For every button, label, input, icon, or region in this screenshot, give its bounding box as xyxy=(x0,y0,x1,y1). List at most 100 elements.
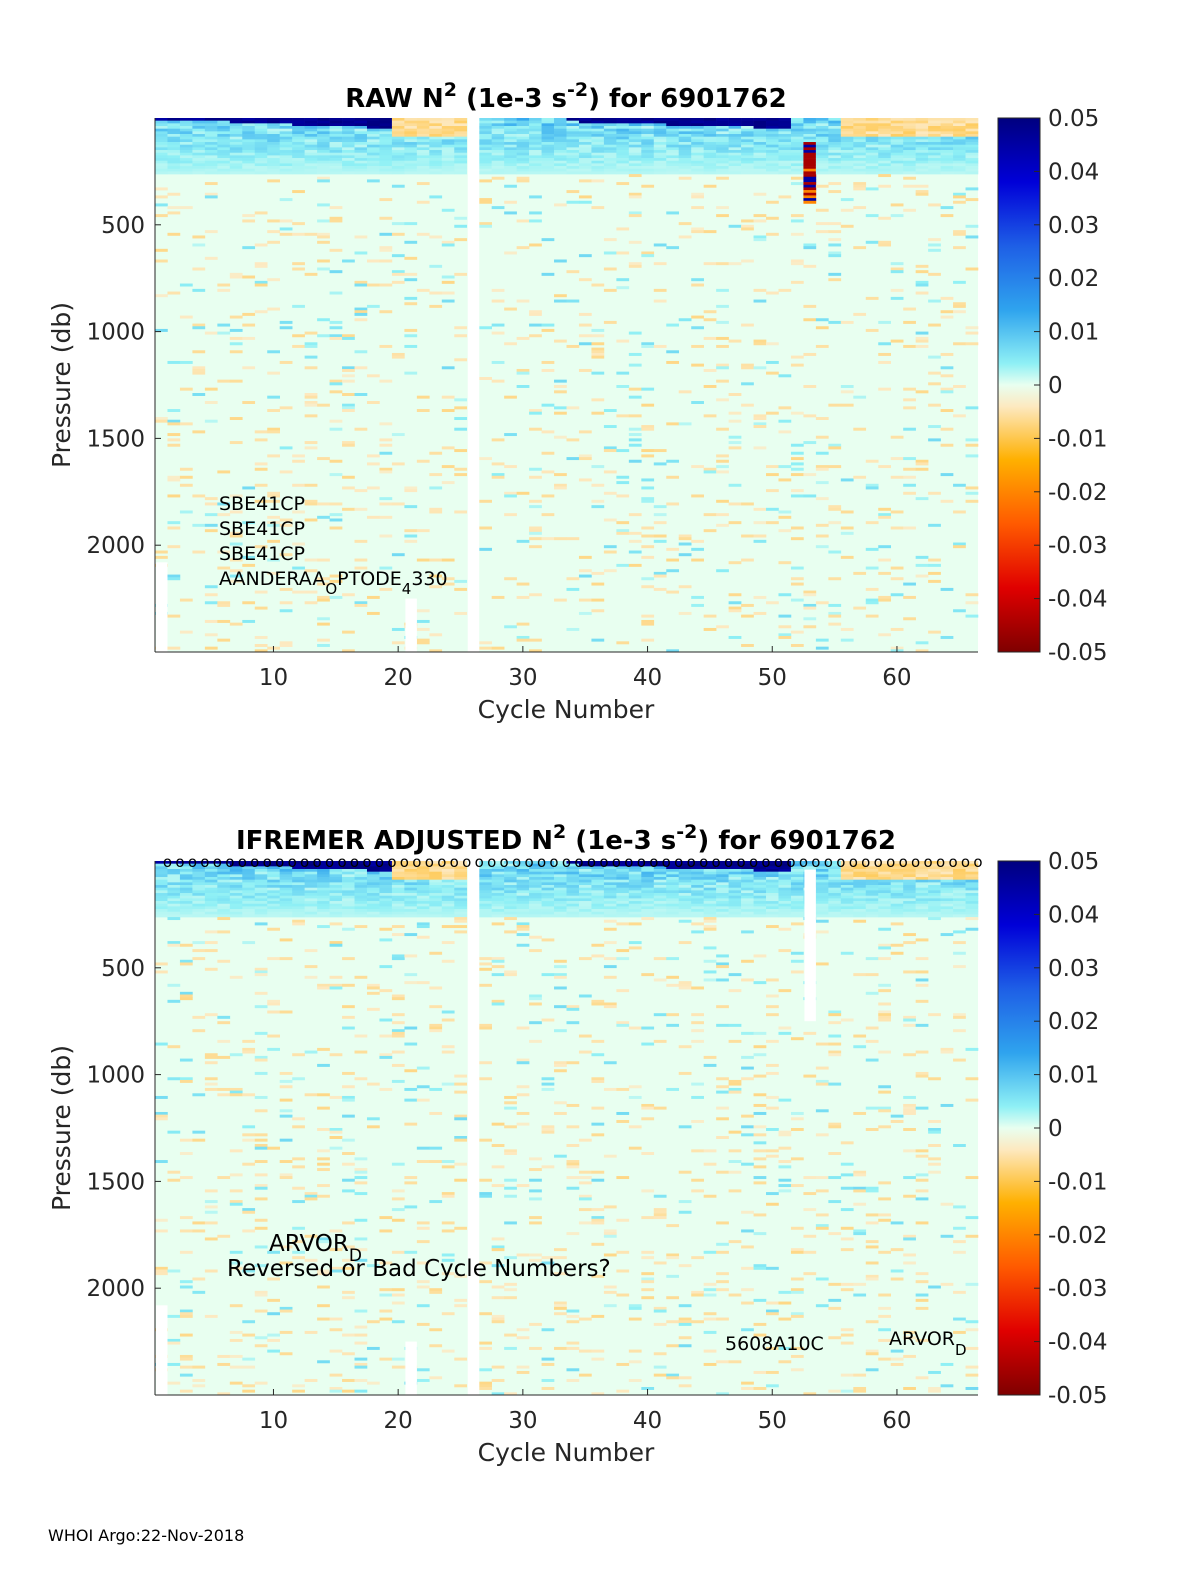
adjusted-heatmap-cell xyxy=(279,885,293,888)
adjusted-heatmap-cell xyxy=(753,1053,767,1057)
raw-heatmap-cell xyxy=(878,243,892,247)
adjusted-heatmap-cell xyxy=(155,863,168,867)
raw-heatmap-cell xyxy=(391,152,405,156)
raw-heatmap-cell xyxy=(591,158,605,162)
raw-heatmap-cell xyxy=(317,126,330,129)
adjusted-heatmap-cell xyxy=(317,1272,330,1276)
raw-heatmap-cell xyxy=(903,617,916,621)
raw-heatmap-cell xyxy=(204,529,218,533)
raw-heatmap-cell xyxy=(578,334,592,338)
raw-heatmap-cell xyxy=(728,224,742,228)
adjusted-heatmap-cell xyxy=(678,901,692,905)
adjusted-heatmap-cell xyxy=(890,1362,904,1366)
adjusted-heatmap-cell xyxy=(753,866,767,870)
raw-heatmap-cell xyxy=(167,291,181,295)
raw-heatmap-cell xyxy=(516,126,530,129)
raw-heatmap-cell xyxy=(728,168,742,172)
adjusted-heatmap-cell xyxy=(641,866,655,870)
adjusted-heatmap-cell xyxy=(317,1184,330,1188)
raw-heatmap-cell xyxy=(354,427,368,431)
raw-heatmap-cell xyxy=(554,259,567,263)
raw-heatmap-cell xyxy=(953,609,966,613)
raw-heatmap-cell xyxy=(803,150,817,154)
raw-heatmap-cell xyxy=(803,174,817,178)
raw-heatmap-cell xyxy=(766,200,779,204)
raw-heatmap-cell xyxy=(391,280,405,284)
raw-heatmap-cell xyxy=(192,494,206,498)
adjusted-heatmap-cell xyxy=(516,1328,530,1332)
raw-heatmap-cell xyxy=(267,499,280,503)
raw-colorbar-tick-label: 0.05 xyxy=(1048,106,1099,132)
raw-heatmap-cell xyxy=(342,171,355,175)
raw-heatmap-cell xyxy=(479,142,492,145)
adjusted-heatmap-cell xyxy=(766,879,779,883)
adjusted-heatmap-cell xyxy=(304,882,318,886)
raw-heatmap-cell xyxy=(703,123,717,127)
raw-heatmap-cell xyxy=(391,171,405,175)
raw-heatmap-cell xyxy=(179,158,193,162)
adjusted-heatmap-cell xyxy=(790,887,804,891)
raw-heatmap-cell xyxy=(179,206,193,210)
raw-heatmap-cell xyxy=(641,147,655,151)
adjusted-heatmap-cell xyxy=(578,957,592,961)
raw-x-axis-label: Cycle Number xyxy=(478,695,655,724)
adjusted-heatmap-cell xyxy=(391,882,405,886)
adjusted-heatmap-cell xyxy=(416,906,430,910)
raw-heatmap-cell xyxy=(541,168,555,172)
adjusted-heatmap-cell xyxy=(616,989,630,993)
raw-heatmap-cell xyxy=(516,385,530,388)
adjusted-heatmap-cell xyxy=(342,909,355,913)
raw-heatmap-cell xyxy=(541,128,555,132)
adjusted-heatmap-cell xyxy=(354,1034,368,1038)
adjusted-heatmap-cell xyxy=(890,1248,904,1252)
raw-heatmap-cell xyxy=(454,150,468,154)
adjusted-heatmap-cell xyxy=(591,890,605,894)
adjusted-heatmap-cell xyxy=(641,906,655,910)
raw-heatmap-cell xyxy=(179,483,193,487)
raw-heatmap-cell xyxy=(279,155,293,159)
adjusted-heatmap-cell xyxy=(753,893,767,897)
raw-x-tick-label: 20 xyxy=(384,665,413,691)
adjusted-heatmap-cell xyxy=(691,903,704,907)
raw-heatmap-cell xyxy=(541,166,555,170)
raw-heatmap-cell xyxy=(441,291,455,295)
adjusted-heatmap-cell xyxy=(703,879,717,883)
raw-heatmap-cell xyxy=(441,299,455,303)
adjusted-heatmap-cell xyxy=(840,863,854,867)
raw-heatmap-cell xyxy=(653,539,667,543)
raw-heatmap-cell xyxy=(342,366,355,370)
raw-heatmap-cell xyxy=(429,558,443,562)
adjusted-heatmap-cell xyxy=(292,866,305,870)
adjusted-heatmap-cell xyxy=(566,1061,580,1065)
raw-heatmap-cell xyxy=(878,139,892,143)
adjusted-heatmap-cell xyxy=(179,869,193,872)
raw-heatmap-cell xyxy=(304,441,318,445)
adjusted-heatmap-cell xyxy=(541,879,555,883)
adjusted-heatmap-cell xyxy=(429,1328,443,1332)
raw-heatmap-cell xyxy=(890,435,904,439)
adjusted-heatmap-cell xyxy=(454,901,468,905)
adjusted-heatmap-cell xyxy=(716,874,729,878)
raw-heatmap-cell xyxy=(329,134,343,137)
raw-heatmap-cell xyxy=(441,481,455,485)
raw-heatmap-cell xyxy=(728,411,742,415)
adjusted-heatmap-cell xyxy=(304,1050,318,1054)
adjusted-heatmap-cell xyxy=(479,861,492,864)
raw-heatmap-cell xyxy=(317,144,330,148)
adjusted-heatmap-cell xyxy=(479,1381,492,1385)
raw-heatmap-cell xyxy=(441,120,455,124)
adjusted-heatmap-cell xyxy=(853,906,867,910)
raw-heatmap-cell xyxy=(766,131,779,135)
adjusted-heatmap-cell xyxy=(441,1194,455,1198)
adjusted-heatmap-cell xyxy=(167,885,181,888)
raw-heatmap-cell xyxy=(853,147,867,151)
adjusted-heatmap-cell xyxy=(217,911,231,915)
adjusted-heatmap-cell xyxy=(267,890,280,894)
adjusted-heatmap-cell xyxy=(529,1178,542,1182)
adjusted-heatmap-cell xyxy=(304,1192,318,1196)
raw-heatmap-cell xyxy=(741,168,754,172)
adjusted-heatmap-cell xyxy=(840,1237,854,1241)
raw-heatmap-cell xyxy=(828,190,842,194)
adjusted-heatmap-cell xyxy=(391,994,405,998)
raw-heatmap-cell xyxy=(703,144,717,148)
